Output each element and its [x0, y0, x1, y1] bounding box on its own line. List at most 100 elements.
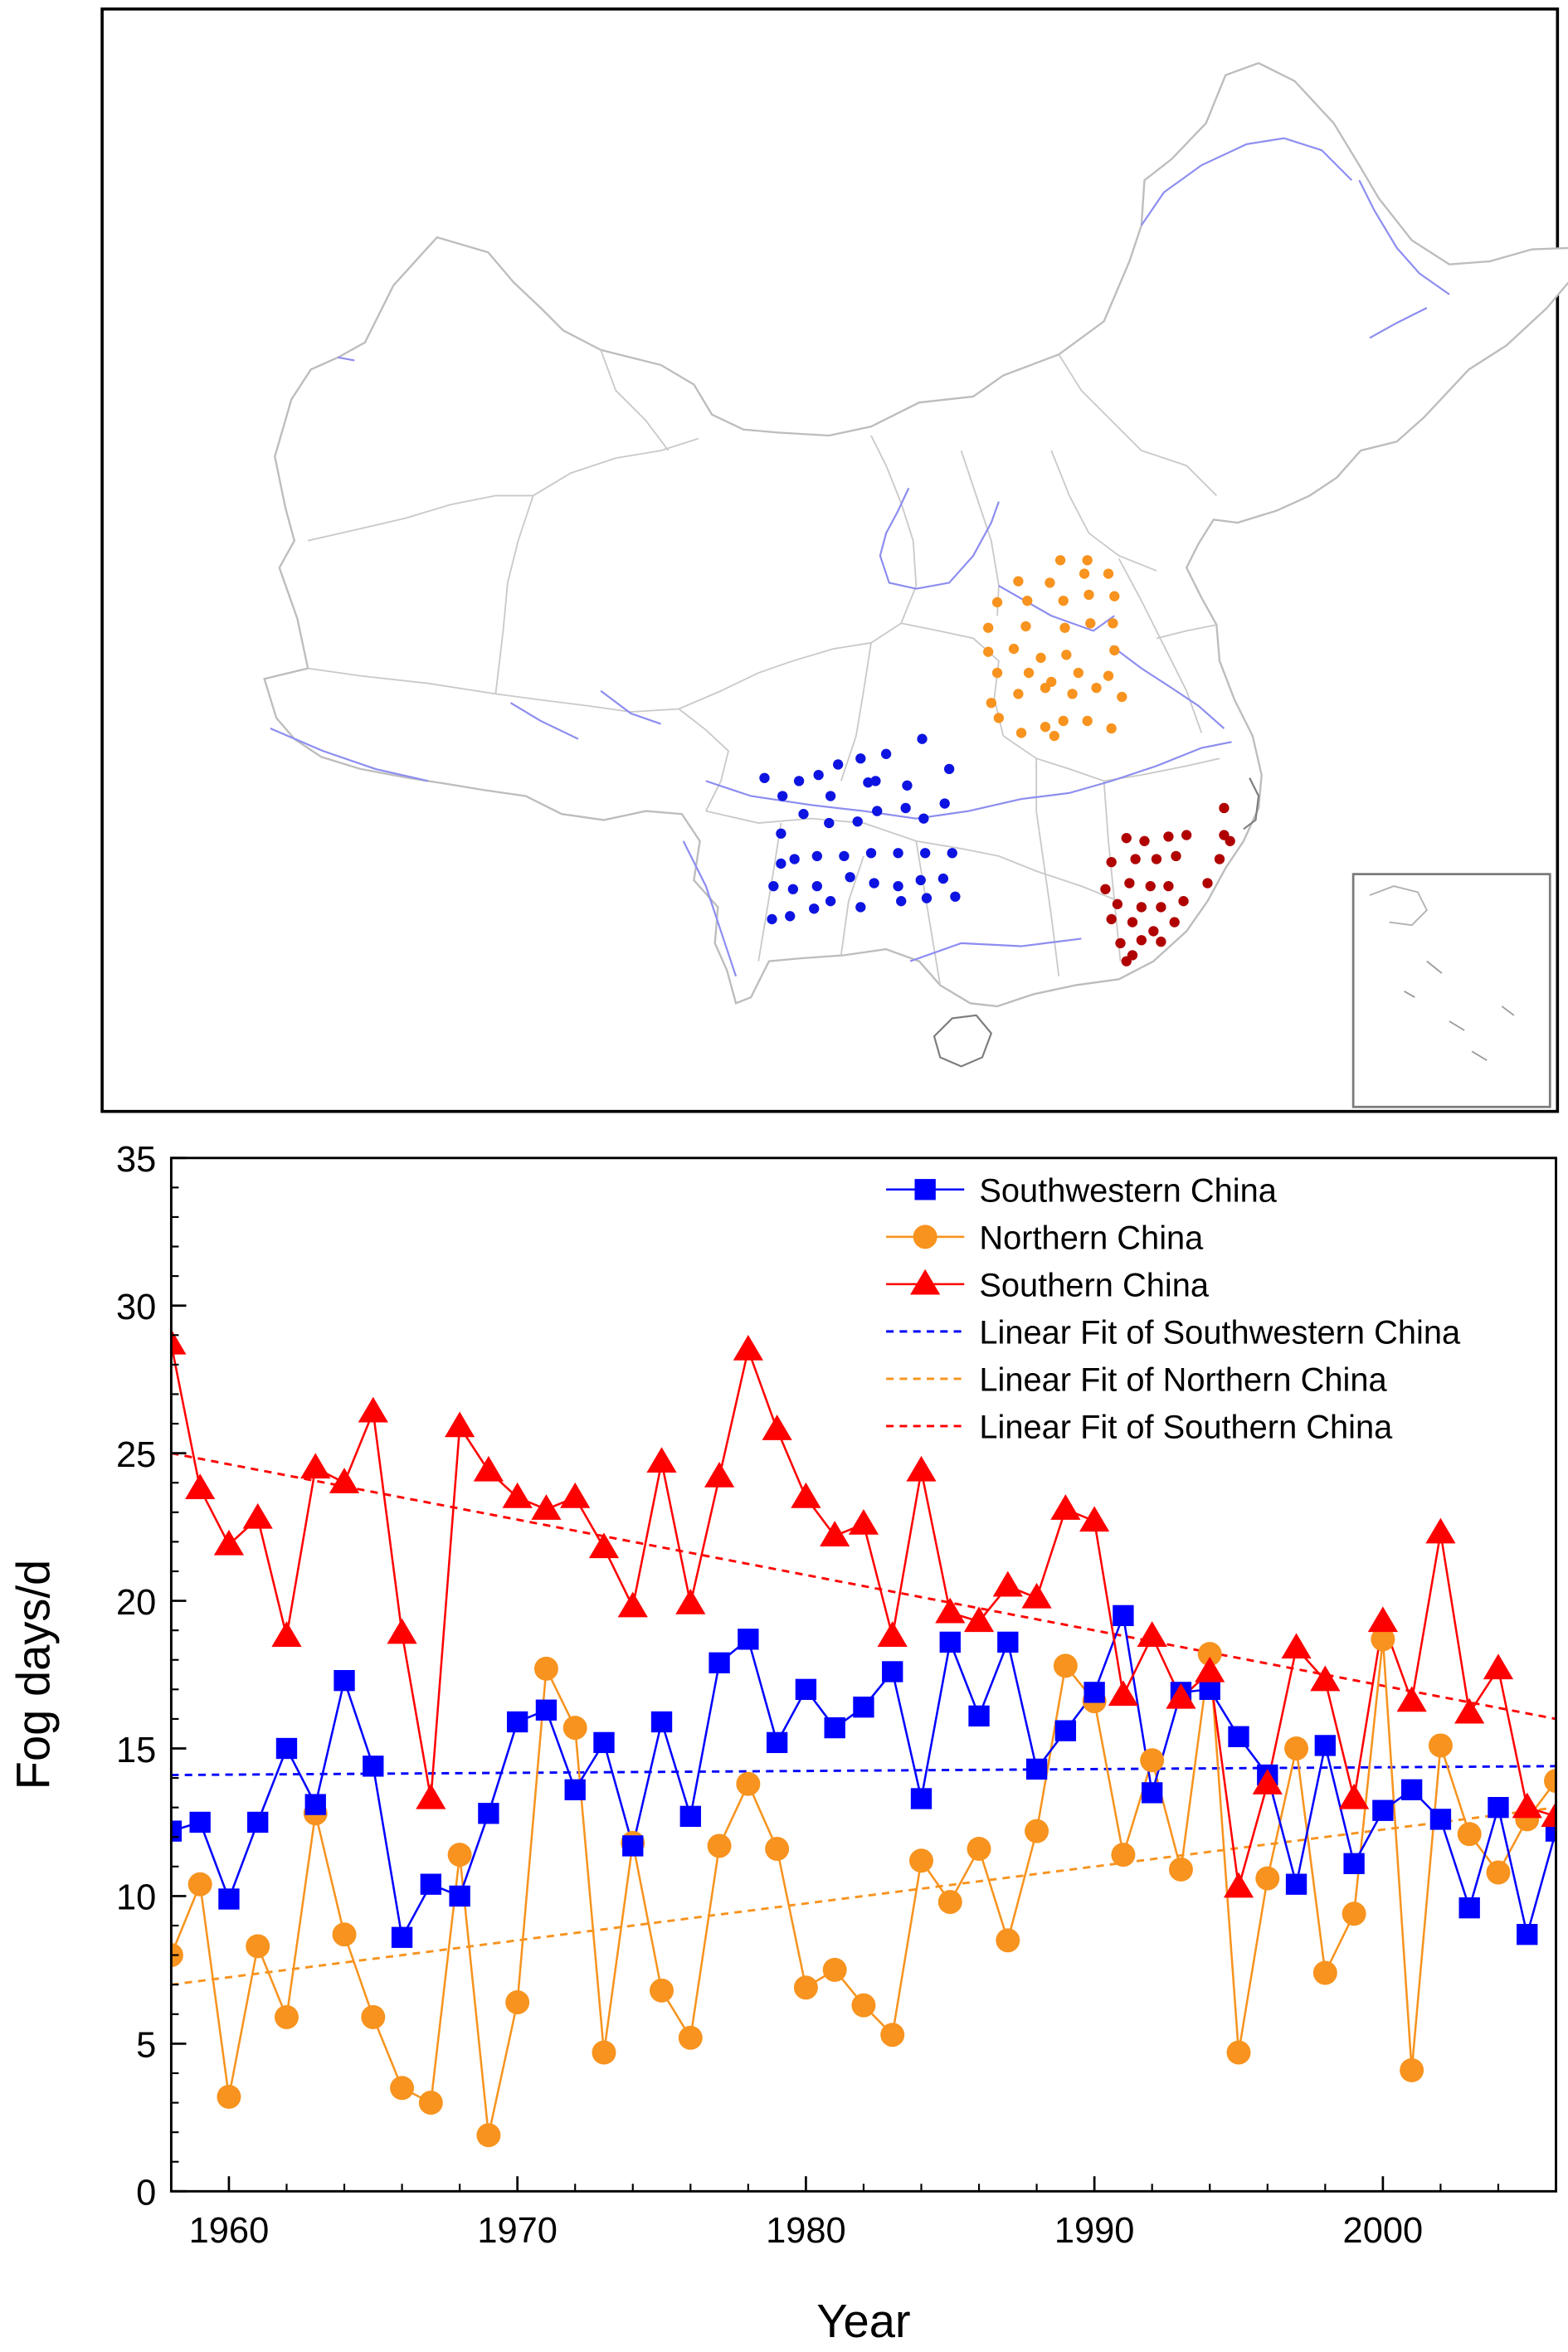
point-square — [363, 1755, 384, 1777]
station-northern — [1061, 650, 1072, 660]
point-triangle — [1454, 1697, 1485, 1724]
point-circle — [390, 2076, 415, 2101]
point-triangle — [617, 1591, 648, 1618]
point-square — [334, 1669, 355, 1692]
station-southern — [1106, 856, 1117, 868]
point-triangle — [1425, 1517, 1456, 1544]
point-triangle — [416, 1783, 446, 1809]
station-southwestern — [880, 748, 892, 759]
fit-line-1 — [171, 1806, 1556, 1986]
point-circle — [1486, 1860, 1511, 1885]
station-southwestern — [896, 896, 907, 907]
station-southern — [1219, 802, 1230, 814]
station-southwestern — [900, 802, 911, 814]
station-northern — [1049, 730, 1060, 742]
point-triangle — [1079, 1506, 1110, 1532]
station-northern — [1073, 667, 1083, 679]
station-northern — [1067, 689, 1078, 699]
y-tick-label: 20 — [116, 1583, 156, 1623]
point-circle — [1226, 2040, 1251, 2065]
station-northern — [1109, 591, 1120, 601]
point-square — [882, 1661, 903, 1682]
station-southwestern — [824, 817, 835, 829]
point-triangle — [1166, 1682, 1196, 1709]
point-square — [449, 1885, 470, 1907]
station-southwestern — [943, 763, 955, 775]
point-triangle — [1367, 1606, 1398, 1633]
station-southwestern — [811, 880, 822, 892]
station-southwestern — [902, 780, 913, 791]
point-square — [1054, 1720, 1077, 1741]
x-tick-label: 2000 — [1343, 2211, 1424, 2251]
point-circle — [1111, 1843, 1136, 1867]
point-square — [622, 1835, 644, 1857]
point-triangle — [213, 1529, 245, 1556]
point-triangle — [242, 1502, 273, 1529]
station-northern — [1058, 715, 1069, 727]
point-triangle — [502, 1482, 533, 1508]
point-triangle — [1137, 1621, 1167, 1647]
point-triangle — [877, 1621, 908, 1647]
station-northern — [1040, 682, 1051, 694]
station-southern — [1127, 917, 1138, 928]
y-tick-label: 15 — [116, 1731, 156, 1770]
point-square — [795, 1678, 817, 1700]
x-tick-label: 1980 — [766, 2211, 846, 2251]
station-southern — [1124, 878, 1135, 889]
y-tick-label: 0 — [136, 2174, 156, 2213]
station-northern — [1108, 618, 1118, 629]
point-circle — [909, 1848, 933, 1873]
station-southern — [1100, 884, 1111, 894]
point-triangle — [445, 1411, 475, 1438]
rivers — [270, 137, 1450, 977]
point-triangle — [992, 1570, 1023, 1597]
station-southern — [1202, 878, 1213, 889]
point-triangle — [935, 1597, 966, 1624]
map-panel — [100, 7, 1568, 1113]
point-triangle — [791, 1482, 821, 1508]
station-northern — [1054, 555, 1066, 566]
legend-label: Southwestern China — [979, 1172, 1277, 1209]
station-southern — [1145, 880, 1156, 892]
station-southern — [1181, 830, 1192, 840]
point-circle — [476, 2123, 501, 2148]
point-triangle — [906, 1455, 937, 1482]
point-circle — [937, 1890, 962, 1915]
station-southern — [1171, 850, 1181, 862]
point-square — [1488, 1797, 1509, 1819]
point-square — [1372, 1799, 1394, 1821]
station-southern — [1106, 913, 1117, 925]
station-northern — [1022, 595, 1033, 606]
station-northern — [1103, 568, 1114, 579]
station-southwestern — [787, 884, 799, 894]
fit-line-0 — [171, 1765, 1556, 1776]
station-southwestern — [855, 902, 866, 913]
point-circle — [707, 1833, 732, 1858]
point-circle — [1284, 1736, 1309, 1760]
station-northern — [993, 713, 1005, 723]
station-southern — [1151, 854, 1162, 864]
station-southwestern — [809, 903, 820, 914]
point-square — [679, 1805, 701, 1828]
point-circle — [217, 2084, 241, 2109]
point-triangle — [733, 1334, 763, 1361]
station-southwestern — [947, 848, 957, 859]
point-triangle — [271, 1621, 302, 1647]
point-square — [939, 1631, 961, 1653]
point-circle — [851, 1993, 876, 2018]
point-square — [1199, 1678, 1220, 1700]
point-triangle — [1223, 1872, 1254, 1898]
point-square — [218, 1888, 240, 1910]
plot-marks — [171, 1328, 1556, 2148]
china-outline — [263, 61, 1568, 1008]
point-square — [420, 1873, 442, 1895]
station-southern — [1178, 896, 1189, 907]
station-northern — [1109, 645, 1120, 656]
station-northern — [1020, 621, 1031, 632]
point-square — [535, 1699, 558, 1721]
station-northern — [983, 622, 994, 633]
station-southwestern — [767, 913, 777, 925]
point-circle — [1197, 1642, 1222, 1667]
station-northern — [1008, 643, 1020, 655]
point-triangle — [848, 1508, 879, 1535]
